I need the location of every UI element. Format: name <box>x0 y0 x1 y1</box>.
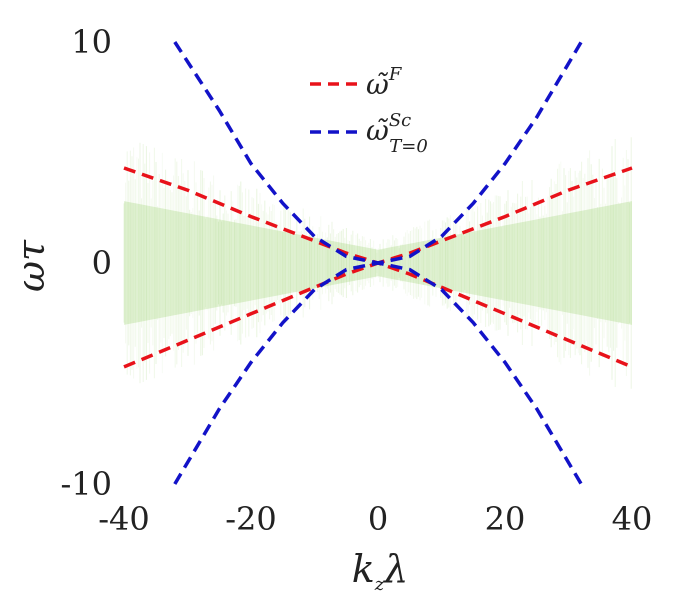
x-tick-label: 0 <box>368 500 388 538</box>
series-layer <box>123 41 633 485</box>
y-tick-label: -10 <box>60 465 112 503</box>
y-tick-label: 10 <box>71 23 112 61</box>
tick-labels: -40 -20 0 20 40 -10 0 10 <box>60 23 652 538</box>
y-axis-label: ωτ <box>9 239 53 292</box>
x-tick-label: 40 <box>612 500 653 538</box>
x-axis-label: kzλ <box>352 547 409 595</box>
x-tick-label: -20 <box>225 500 277 538</box>
legend-label-f: ω̃F <box>366 64 403 101</box>
series-1-lower-line <box>173 261 583 485</box>
x-tick-label: 20 <box>485 500 526 538</box>
y-tick-label: 0 <box>92 244 112 282</box>
x-tick-label: -40 <box>98 500 150 538</box>
legend-label-sc: ω̃Sc T=0 <box>366 110 428 157</box>
legend: ω̃F ω̃Sc T=0 <box>310 64 428 157</box>
